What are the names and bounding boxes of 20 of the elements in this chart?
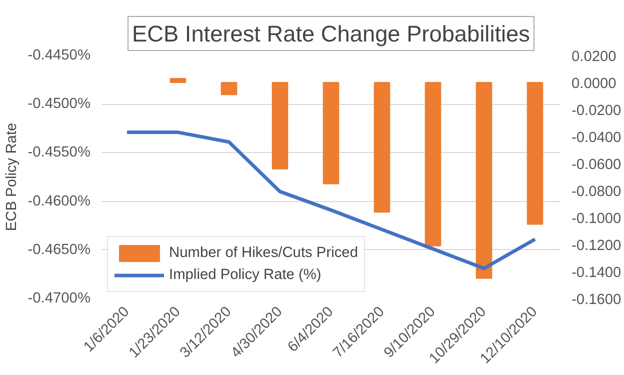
y-tick-label: -0.4700% — [28, 290, 91, 306]
y-tick-label: -0.4500% — [28, 96, 91, 112]
y2-tick-label: -0.1200 — [572, 238, 622, 254]
chart-title: ECB Interest Rate Change Probabilities — [132, 20, 530, 46]
y2-tick-label: -0.1600 — [572, 292, 622, 308]
y2-tick-label: -0.0400 — [572, 130, 622, 146]
y-tick-label: -0.4450% — [28, 48, 91, 64]
y-tick-label: -0.4550% — [28, 144, 91, 161]
y2-tick-label: -0.0800 — [572, 184, 622, 200]
y-tick-label: -0.4650% — [28, 242, 91, 258]
legend-label: Implied Policy Rate (%) — [169, 267, 322, 283]
y2-tick-label: -0.0600 — [572, 157, 622, 173]
y2-tick-label: -0.1400 — [572, 265, 622, 281]
y2-tick-label: 0.0000 — [572, 76, 616, 92]
y2-tick-label: -0.0200 — [572, 103, 622, 119]
legend-label: Number of Hikes/Cuts Priced — [169, 245, 358, 261]
y2-tick-label: 0.0200 — [572, 49, 616, 65]
y2-tick-label: -0.1000 — [572, 211, 622, 227]
y-tick-label: -0.4600% — [28, 193, 91, 210]
y-axis-title: ECB Policy Rate — [4, 122, 20, 232]
